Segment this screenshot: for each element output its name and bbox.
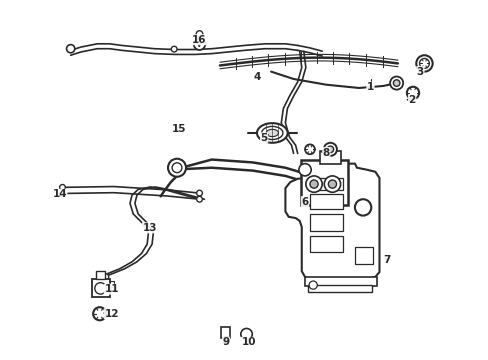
Circle shape: [196, 190, 202, 196]
Circle shape: [95, 283, 106, 294]
Circle shape: [326, 146, 333, 153]
Bar: [197, 34, 202, 43]
Text: 3: 3: [416, 67, 423, 77]
Ellipse shape: [265, 129, 278, 137]
Text: 13: 13: [142, 223, 157, 233]
Bar: [309, 194, 342, 209]
Bar: [307, 285, 371, 292]
Text: 15: 15: [171, 124, 186, 134]
Circle shape: [66, 45, 75, 53]
Circle shape: [60, 184, 65, 190]
Polygon shape: [285, 164, 379, 279]
Circle shape: [93, 307, 106, 320]
Circle shape: [419, 59, 428, 68]
Circle shape: [102, 274, 108, 280]
Ellipse shape: [257, 123, 287, 143]
Text: 9: 9: [222, 337, 229, 347]
Circle shape: [309, 180, 318, 188]
Circle shape: [172, 163, 182, 173]
Bar: [320, 151, 340, 164]
Text: 10: 10: [241, 337, 255, 347]
Bar: [305, 277, 376, 286]
Circle shape: [171, 46, 177, 52]
Circle shape: [392, 80, 399, 86]
Circle shape: [240, 328, 252, 340]
Text: 6: 6: [301, 197, 308, 207]
Ellipse shape: [261, 126, 283, 140]
Text: 14: 14: [52, 189, 67, 199]
Circle shape: [324, 176, 340, 192]
Circle shape: [406, 87, 418, 99]
Text: 12: 12: [103, 309, 119, 319]
Bar: [309, 236, 342, 252]
Text: 4: 4: [253, 72, 260, 81]
Circle shape: [305, 176, 322, 192]
Bar: [309, 214, 342, 231]
Bar: [109, 282, 114, 291]
Circle shape: [196, 31, 203, 37]
Circle shape: [389, 77, 403, 90]
Text: 2: 2: [407, 95, 415, 105]
Text: 5: 5: [260, 133, 268, 143]
Circle shape: [354, 199, 370, 216]
Text: 1: 1: [366, 82, 373, 92]
Circle shape: [196, 196, 202, 202]
Circle shape: [168, 159, 185, 177]
Bar: [220, 327, 229, 338]
Bar: [96, 271, 104, 279]
Bar: [223, 337, 228, 342]
Circle shape: [60, 191, 65, 196]
Circle shape: [305, 144, 314, 154]
Bar: [354, 247, 372, 264]
Text: 11: 11: [104, 284, 119, 294]
Circle shape: [323, 143, 336, 156]
Text: 7: 7: [383, 255, 390, 265]
Circle shape: [308, 281, 317, 289]
Text: 16: 16: [191, 35, 205, 46]
Circle shape: [298, 164, 310, 176]
Circle shape: [97, 274, 103, 280]
Bar: [300, 159, 347, 204]
Text: 8: 8: [321, 148, 329, 158]
Bar: [309, 178, 342, 190]
Circle shape: [327, 180, 336, 188]
Circle shape: [415, 55, 432, 72]
Bar: [91, 279, 109, 297]
Circle shape: [193, 39, 205, 50]
